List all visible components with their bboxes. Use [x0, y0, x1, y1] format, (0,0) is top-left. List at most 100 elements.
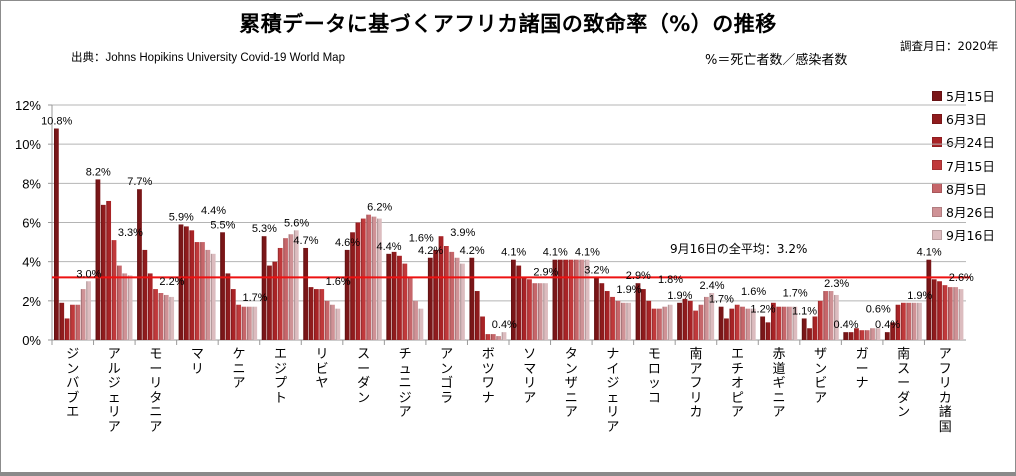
legend-swatch — [932, 136, 942, 147]
data-label: 2.6% — [949, 272, 974, 284]
bar — [635, 283, 641, 340]
data-label: 1.8% — [658, 274, 683, 286]
bar-shade — [870, 328, 872, 340]
bar — [95, 179, 101, 340]
bar — [781, 306, 787, 340]
bar-shade — [330, 304, 332, 340]
bar — [427, 257, 433, 340]
bar-shade — [427, 257, 430, 340]
bar-shade — [532, 283, 534, 340]
bar-shade — [413, 300, 415, 340]
bar-shade — [220, 232, 222, 340]
category-label: エジプト — [273, 347, 287, 406]
bar — [641, 289, 646, 340]
bar — [283, 238, 288, 340]
data-label: 5.6% — [284, 217, 309, 229]
bar-shade — [288, 234, 290, 340]
bar-shade — [906, 302, 908, 340]
bar — [875, 328, 881, 340]
bar — [687, 300, 693, 340]
legend-swatch — [932, 183, 942, 194]
bar — [771, 302, 776, 340]
bar — [812, 316, 818, 340]
bar-shade — [95, 179, 97, 340]
bar-shade — [438, 236, 440, 340]
bar — [834, 294, 839, 340]
bar — [532, 283, 538, 340]
bar — [568, 259, 574, 340]
bar-shade — [557, 259, 560, 340]
bar — [698, 304, 704, 340]
bar-shade — [241, 306, 243, 340]
bar-shade — [895, 304, 897, 340]
data-label: 2.4% — [700, 280, 725, 292]
bar-shade — [574, 259, 576, 340]
bar-shade — [953, 287, 955, 340]
category-label: ジンバブエ — [66, 347, 80, 420]
bar — [80, 289, 86, 340]
bar — [563, 259, 569, 340]
bar — [859, 330, 865, 340]
bar — [792, 306, 798, 340]
bar-shade — [350, 232, 352, 340]
y-tick-label: 10% — [15, 137, 41, 152]
bar-shade — [771, 302, 773, 340]
bar — [937, 281, 942, 340]
bar-shade — [267, 265, 269, 340]
bar-shade — [594, 277, 596, 340]
bar — [261, 236, 267, 340]
bar — [942, 285, 948, 340]
category-label: リビヤ — [315, 347, 329, 391]
bar-shade — [308, 287, 310, 340]
bar — [745, 308, 751, 340]
bar-shade — [729, 308, 731, 340]
bar — [184, 226, 189, 340]
bar-shade — [807, 328, 809, 340]
data-label: 4.1% — [501, 247, 526, 259]
bar-shade — [335, 308, 337, 340]
bar — [718, 306, 724, 340]
bar-shade — [210, 253, 212, 340]
bar — [438, 236, 444, 340]
bar — [59, 302, 65, 340]
bar-shade — [225, 273, 227, 340]
bar-shade — [537, 283, 539, 340]
bar — [111, 240, 117, 340]
data-label: 1.2% — [750, 304, 775, 316]
bar — [344, 249, 350, 340]
bar-shade — [117, 265, 119, 340]
bar — [200, 242, 205, 340]
bar-shade — [693, 310, 695, 340]
survey-date-note: 調査月日：2020年 — [900, 39, 999, 53]
bar-shade — [917, 302, 919, 340]
bar-shade — [901, 302, 903, 340]
data-label: 1.6% — [409, 233, 434, 245]
bar-shade — [854, 328, 856, 340]
formula-note: %＝死亡者数／感染者数 — [705, 53, 848, 68]
category-label: ソマリア — [523, 347, 537, 406]
bar-shade — [474, 291, 476, 340]
bar — [54, 128, 59, 340]
bar-shade — [178, 224, 180, 340]
bar-shade — [80, 289, 82, 340]
legend-swatch — [932, 113, 942, 124]
bar — [308, 287, 314, 340]
legend-swatch — [932, 206, 942, 217]
bar-shade — [303, 247, 305, 340]
bar-shade — [792, 306, 794, 340]
bar-shade — [444, 246, 446, 340]
bar-shade — [75, 304, 77, 340]
category-label: ナイジェリア — [606, 347, 620, 435]
bar-shade — [360, 218, 363, 340]
bar-shade — [604, 291, 606, 340]
bar — [848, 332, 854, 340]
bar-shade — [252, 306, 254, 340]
y-tick-label: 2% — [22, 294, 41, 309]
bar-shade — [111, 240, 113, 340]
bar — [895, 304, 901, 340]
source-note: 出典：Johns Hopikins University Covid-19 Wo… — [71, 52, 345, 64]
data-label: 4.1% — [917, 247, 942, 259]
bar — [75, 304, 81, 340]
data-label: 0.4% — [834, 319, 859, 331]
bar-shade — [937, 281, 939, 340]
